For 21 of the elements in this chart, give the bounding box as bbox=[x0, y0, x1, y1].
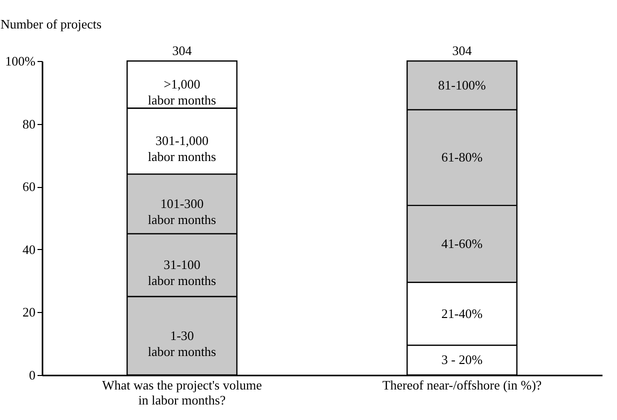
series-label: 31-100 labor months bbox=[148, 257, 216, 288]
series-label: 301-1,000 labor months bbox=[148, 133, 216, 164]
series-label: 21-40% bbox=[441, 306, 483, 321]
series-label: 3 - 20% bbox=[441, 352, 483, 368]
annotation: 304 bbox=[452, 43, 472, 58]
x-tick-label: What was the project's volume in labor months? bbox=[102, 378, 262, 408]
annotation: 304 bbox=[172, 43, 192, 58]
y-tick-label: 80 bbox=[22, 116, 36, 132]
y-tick-label: 40 bbox=[22, 242, 36, 257]
series-label: 81-100% bbox=[438, 77, 486, 92]
series-label: 41-60% bbox=[441, 236, 483, 251]
y-tick-label: 0 bbox=[29, 368, 36, 382]
y-tick-label: 60 bbox=[22, 179, 36, 194]
series-label: 1-30 labor months bbox=[148, 328, 216, 359]
series-label: 61-80% bbox=[441, 150, 483, 165]
y-tick-label: 20 bbox=[22, 304, 36, 320]
y-tick-label: 100% bbox=[5, 54, 36, 68]
x-tick-label: Thereof near-/offshore (in %)? bbox=[382, 378, 542, 392]
series-label: >1,000 labor months bbox=[148, 76, 216, 108]
y-axis-title: Number of projects bbox=[0, 16, 102, 32]
series-label: 101-300 labor months bbox=[148, 196, 216, 227]
